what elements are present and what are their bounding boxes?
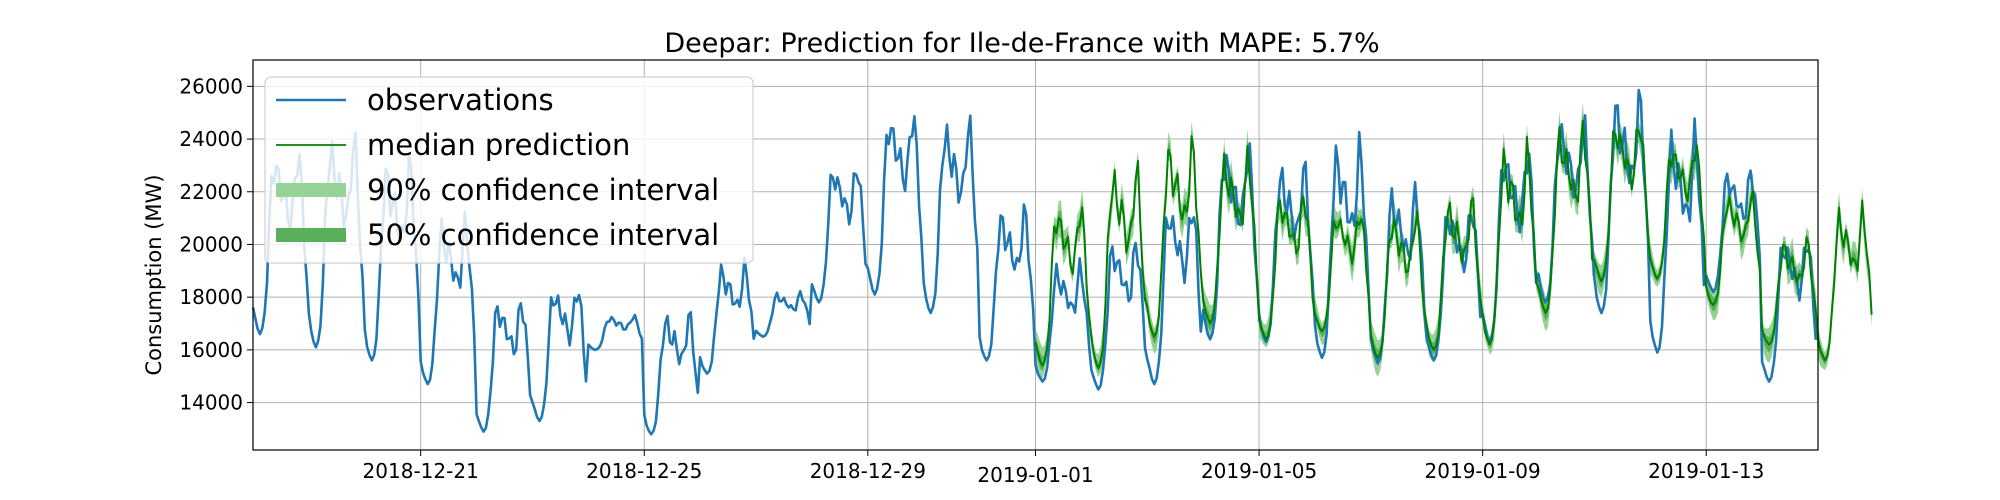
legend-ci50-swatch xyxy=(276,228,346,242)
x-tick-label: 2018-12-21 xyxy=(363,459,479,483)
x-axis-ticks: 2018-12-21 2018-12-25 2018-12-29 2019-01-01… xyxy=(363,450,1764,487)
y-tick-label: 24000 xyxy=(179,127,243,151)
y-tick-label: 22000 xyxy=(179,180,243,204)
legend-ci90-label: 90% confidence interval xyxy=(367,173,719,207)
y-tick-label: 26000 xyxy=(179,74,243,98)
chart-title: Deepar: Prediction for Ile-de-France wit… xyxy=(664,28,1379,59)
y-tick-label: 14000 xyxy=(179,391,243,415)
legend-median-label: median prediction xyxy=(367,128,630,162)
y-tick-label: 20000 xyxy=(179,232,243,256)
x-tick-label: 2019-01-05 xyxy=(1201,459,1317,483)
x-tick-label: 2019-01-01 xyxy=(977,463,1093,487)
y-tick-label: 18000 xyxy=(179,285,243,309)
y-axis-ticks: 14000 16000 18000 20000 22000 24000 26000 xyxy=(179,74,253,415)
legend-ci50-label: 50% confidence interval xyxy=(367,218,719,252)
legend-observations-label: observations xyxy=(367,83,554,117)
ci50-band-layer xyxy=(1035,112,1872,373)
legend-box xyxy=(264,76,754,264)
legend-ci90-swatch xyxy=(276,183,346,197)
x-tick-label: 2019-01-13 xyxy=(1648,459,1764,483)
y-tick-label: 16000 xyxy=(179,338,243,362)
x-tick-label: 2018-12-29 xyxy=(810,459,926,483)
y-axis-label: Consumption (MW) xyxy=(142,174,166,375)
x-tick-label: 2019-01-09 xyxy=(1425,459,1541,483)
median-layer xyxy=(1034,119,1873,370)
legend: observations median prediction 90% confi… xyxy=(264,76,754,264)
x-tick-label: 2018-12-25 xyxy=(586,459,702,483)
ci50-band xyxy=(1035,112,1872,373)
median-prediction-line xyxy=(1034,119,1873,370)
